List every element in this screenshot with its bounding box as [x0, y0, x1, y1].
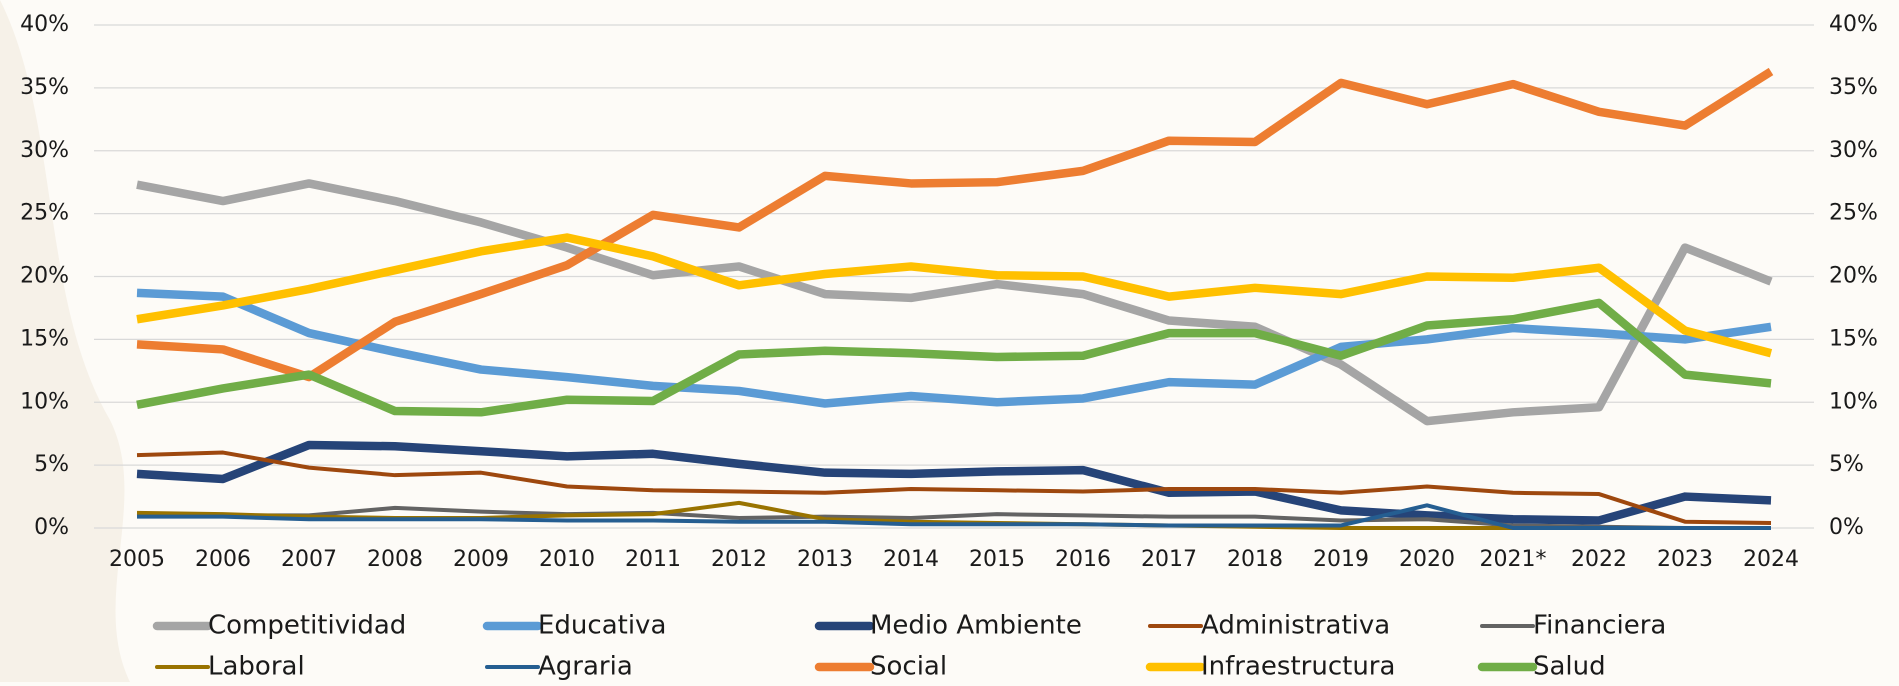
x-tick-label: 2011 [625, 547, 681, 572]
chart: 0% 5% 10% 15% 20% 25% 30% 35% 40% 0% 5% 10% 15% 20% 25… [0, 0, 1899, 682]
page: 0% 5% 10% 15% 20% 25% 30% 35% 40% 0% 5% 10% 15% 20% 25… [0, 0, 1899, 682]
y2-tick-label: 40% [1829, 12, 1878, 37]
x-tick-label: 2020 [1399, 547, 1455, 572]
x-tick-label: 2021* [1480, 547, 1547, 572]
x-tick-label: 2012 [711, 547, 767, 572]
y-tick-label: 25% [20, 201, 69, 226]
legend-label: Administrativa [1201, 611, 1390, 641]
y-tick-label: 10% [20, 389, 69, 414]
x-tick-label: 2009 [453, 547, 509, 572]
x-tick-label: 2018 [1227, 547, 1283, 572]
legend-label: Educativa [538, 611, 666, 641]
x-tick-label: 2006 [195, 547, 251, 572]
y-tick-label: 5% [34, 452, 69, 477]
y2-tick-label: 0% [1829, 515, 1864, 540]
legend-label: Salud [1533, 652, 1606, 682]
x-tick-label: 2024 [1743, 547, 1799, 572]
x-tick-label: 2015 [969, 547, 1025, 572]
legend-label: Infraestructura [1201, 652, 1395, 682]
y-tick-label: 20% [20, 264, 69, 289]
x-tick-label: 2022 [1571, 547, 1627, 572]
series-line [137, 293, 1771, 404]
x-tick-label: 2016 [1055, 547, 1111, 572]
y2-tick-label: 35% [1829, 75, 1878, 100]
y2-tick-label: 5% [1829, 452, 1864, 477]
legend-label: Social [870, 652, 947, 682]
series-line [137, 453, 1771, 523]
x-tick-label: 2013 [797, 547, 853, 572]
y-tick-label: 35% [20, 75, 69, 100]
y2-tick-label: 10% [1829, 389, 1878, 414]
series-line [137, 183, 1771, 421]
y2-tick-label: 25% [1829, 201, 1878, 226]
legend-label: Laboral [208, 652, 305, 682]
x-tick-label: 2014 [883, 547, 939, 572]
x-tick-label: 2019 [1313, 547, 1369, 572]
y2-tick-label: 20% [1829, 264, 1878, 289]
x-tick-label: 2010 [539, 547, 595, 572]
y-tick-label: 15% [20, 326, 69, 351]
series-line [137, 238, 1771, 354]
y-tick-label: 0% [34, 515, 69, 540]
x-tick-label: 2023 [1657, 547, 1713, 572]
legend-label: Agraria [538, 652, 633, 682]
x-tick-label: 2007 [281, 547, 337, 572]
legend-label: Competitividad [208, 611, 406, 641]
y-tick-label: 40% [20, 12, 69, 37]
x-tick-label: 2008 [367, 547, 423, 572]
legend-label: Financiera [1533, 611, 1666, 641]
y-tick-label: 30% [20, 138, 69, 163]
legend-label: Medio Ambiente [870, 611, 1082, 641]
x-tick-label: 2017 [1141, 547, 1197, 572]
x-tick-label: 2005 [109, 547, 165, 572]
y2-tick-label: 30% [1829, 138, 1878, 163]
y2-tick-label: 15% [1829, 326, 1878, 351]
